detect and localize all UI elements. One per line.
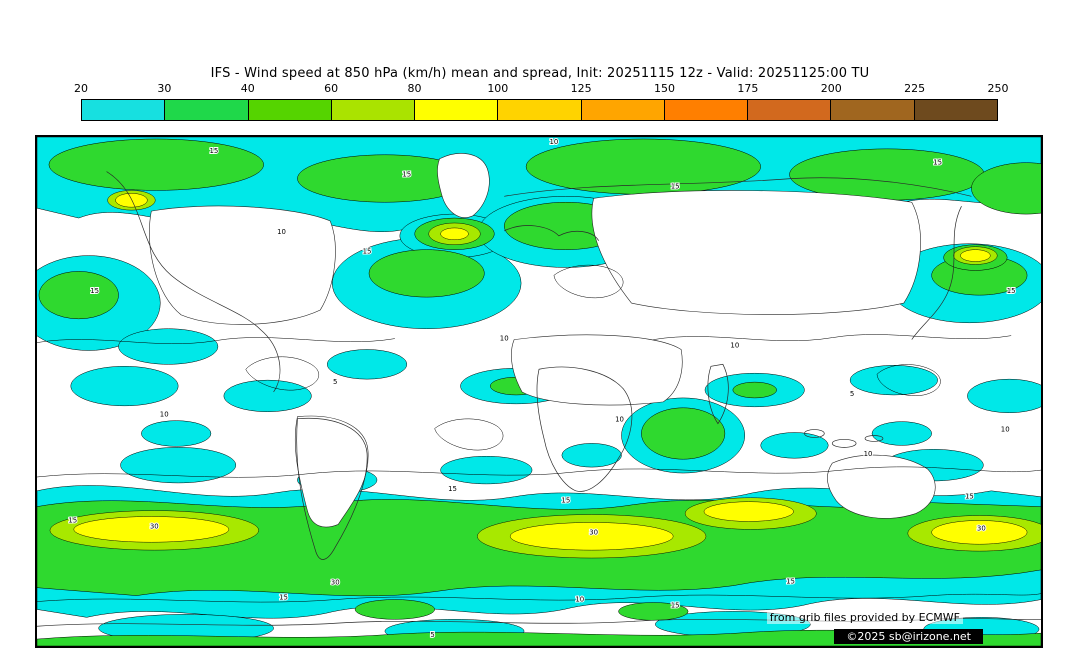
colorbar-ticks: 20 30 40 60 80 100 125 150 175 200 225 250 xyxy=(74,82,1009,96)
contour-label: 15 xyxy=(1007,287,1016,295)
colorbar-segment xyxy=(330,100,415,120)
data-source-credit: from grib files provided by ECMWF xyxy=(766,611,963,624)
colorbar-segment xyxy=(414,100,498,120)
colorbar-segment xyxy=(663,100,748,120)
contour-label: 5 xyxy=(850,390,854,398)
contour-label: 15 xyxy=(561,497,570,505)
contour-label: 15 xyxy=(68,516,77,524)
low-wind-white-areas xyxy=(149,153,936,528)
contour-label: 15 xyxy=(210,147,219,155)
filled-contours-yellow xyxy=(73,193,1028,551)
contour-label: 30 xyxy=(977,524,986,532)
colorbar-legend: 20 30 40 60 80 100 125 150 175 200 225 250 xyxy=(74,82,1009,124)
map-frame: 15 15 15 15 15 15 15 15 15 15 15 15 15 15 10 10 10 10 10 10… xyxy=(35,135,1043,648)
colorbar-tick: 175 xyxy=(737,82,759,95)
contour-labels: 15 15 15 15 15 15 15 15 15 15 15 15 15 15 10 10 10 10 10 10… xyxy=(67,137,1016,640)
contour-label: 10 xyxy=(277,228,286,236)
colorbar-tick: 225 xyxy=(904,82,926,95)
chart-title: IFS - Wind speed at 850 hPa (km/h) mean … xyxy=(210,66,870,81)
colorbar-segment xyxy=(82,100,165,120)
colorbar-segment xyxy=(497,100,581,120)
contour-label: 10 xyxy=(160,411,169,419)
contour-label: 10 xyxy=(730,342,739,350)
contour-label: 10 xyxy=(1001,426,1010,434)
contour-label: 15 xyxy=(448,485,457,493)
contour-label: 5 xyxy=(333,378,337,386)
colorbar-tick: 250 xyxy=(987,82,1009,95)
colorbar-tick: 30 xyxy=(157,82,172,95)
colorbar-segment xyxy=(164,100,248,120)
colorbar-tick: 100 xyxy=(487,82,509,95)
contour-label: 15 xyxy=(786,578,795,586)
colorbar-segment xyxy=(747,100,831,120)
contour-label: 5 xyxy=(430,631,434,639)
contour-label: 15 xyxy=(90,287,99,295)
colorbar-tick: 150 xyxy=(654,82,676,95)
colorbar-tick: 125 xyxy=(570,82,592,95)
contour-label: 15 xyxy=(933,159,942,167)
colorbar-tick: 200 xyxy=(820,82,842,95)
contour-label: 30 xyxy=(150,522,159,530)
colorbar-tick: 60 xyxy=(324,82,339,95)
contour-label: 10 xyxy=(864,450,873,458)
contour-label: 15 xyxy=(671,182,680,190)
copyright-credit: ©2025 sb@irizone.net xyxy=(834,629,983,644)
contour-label: 10 xyxy=(549,138,558,146)
colorbar-tick: 40 xyxy=(240,82,255,95)
contour-label: 10 xyxy=(575,596,584,604)
contour-label: 15 xyxy=(363,248,372,256)
contour-label: 15 xyxy=(671,601,680,609)
colorbar-tick: 80 xyxy=(407,82,422,95)
colorbar-tick: 20 xyxy=(74,82,88,95)
contour-label: 10 xyxy=(615,416,624,424)
colorbar-segment xyxy=(580,100,664,120)
contour-label: 10 xyxy=(500,335,509,343)
contour-label: 30 xyxy=(589,528,598,536)
colorbar xyxy=(81,99,998,121)
contour-label: 15 xyxy=(965,493,974,501)
wind-speed-map: 15 15 15 15 15 15 15 15 15 15 15 15 15 15 10 10 10 10 10 10… xyxy=(37,137,1041,646)
colorbar-segment xyxy=(830,100,914,120)
colorbar-segment xyxy=(913,100,997,120)
colorbar-segment xyxy=(247,100,331,120)
contour-label: 30 xyxy=(331,579,340,587)
contour-lines xyxy=(37,264,1041,603)
contour-label: 15 xyxy=(402,171,411,179)
contour-label: 15 xyxy=(279,594,288,602)
